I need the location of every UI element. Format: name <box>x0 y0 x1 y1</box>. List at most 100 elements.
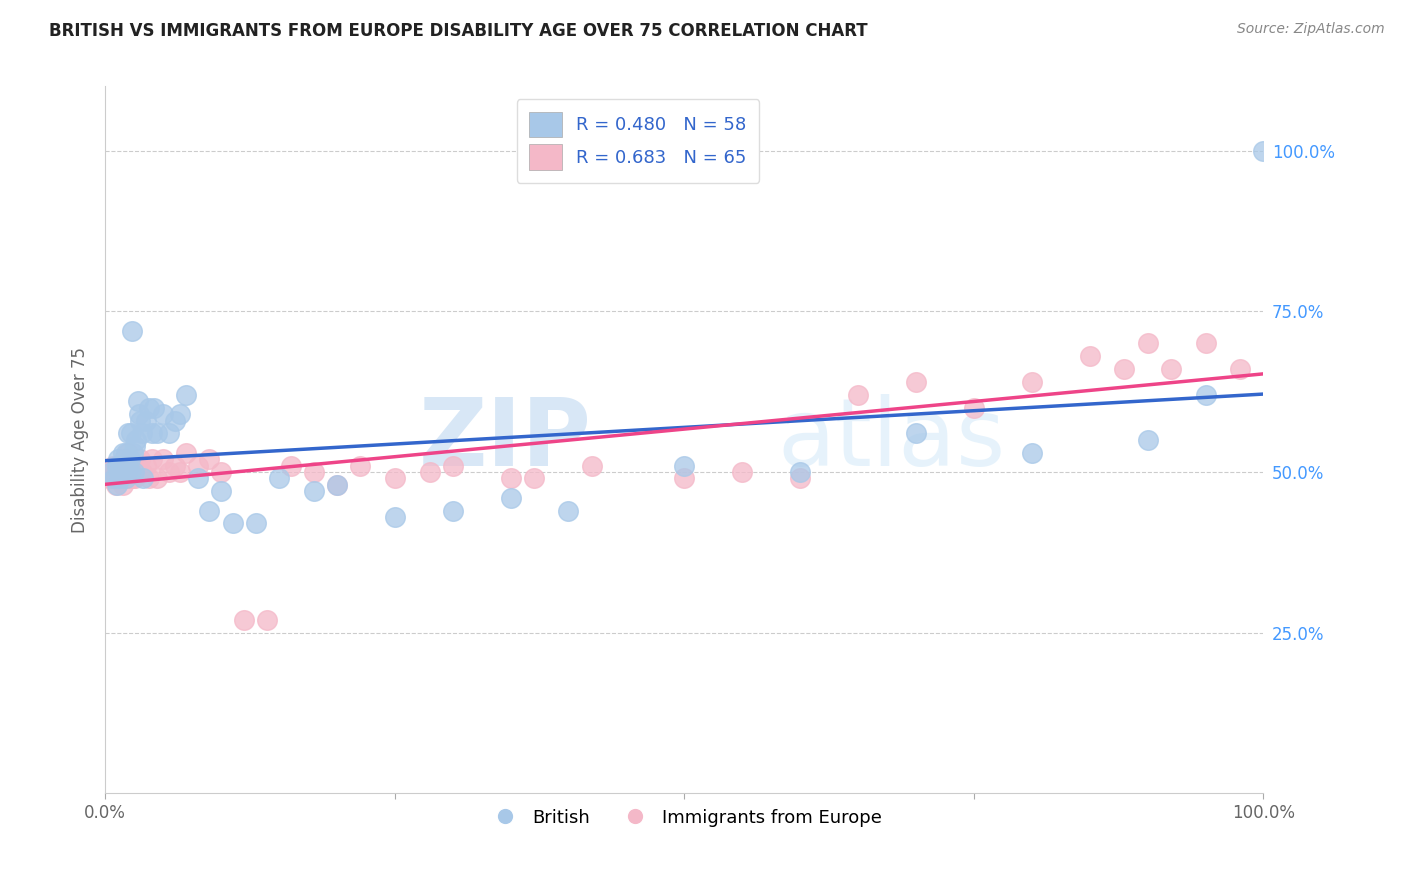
Point <box>146 426 169 441</box>
Point <box>963 401 986 415</box>
Point <box>138 471 160 485</box>
Point <box>105 465 128 479</box>
Point <box>124 471 146 485</box>
Point <box>1253 144 1275 158</box>
Point <box>124 439 146 453</box>
Point <box>169 465 191 479</box>
Point <box>138 401 160 415</box>
Point <box>1160 362 1182 376</box>
Point <box>127 394 149 409</box>
Point <box>115 471 138 485</box>
Point <box>103 471 125 485</box>
Point <box>1021 375 1043 389</box>
Point <box>115 458 138 473</box>
Point <box>110 458 132 473</box>
Point <box>121 324 143 338</box>
Point <box>267 471 290 485</box>
Point <box>128 407 150 421</box>
Point <box>174 388 197 402</box>
Point <box>209 465 232 479</box>
Point <box>110 458 132 473</box>
Point <box>131 465 153 479</box>
Point <box>1136 336 1159 351</box>
Point <box>904 426 927 441</box>
Point <box>280 458 302 473</box>
Point <box>187 471 209 485</box>
Point <box>120 465 142 479</box>
Point <box>135 458 157 473</box>
Point <box>349 458 371 473</box>
Point <box>125 433 148 447</box>
Point <box>326 478 349 492</box>
Point <box>499 471 522 485</box>
Point <box>141 452 163 467</box>
Point <box>127 458 149 473</box>
Point <box>105 458 128 473</box>
Point <box>441 503 464 517</box>
Point <box>581 458 603 473</box>
Point <box>107 452 129 467</box>
Text: BRITISH VS IMMIGRANTS FROM EUROPE DISABILITY AGE OVER 75 CORRELATION CHART: BRITISH VS IMMIGRANTS FROM EUROPE DISABI… <box>49 22 868 40</box>
Point <box>1136 433 1159 447</box>
Point <box>1229 362 1251 376</box>
Point <box>129 452 152 467</box>
Point <box>157 426 180 441</box>
Point <box>141 426 163 441</box>
Point <box>120 465 142 479</box>
Point <box>100 465 122 479</box>
Point <box>789 465 811 479</box>
Point <box>673 458 696 473</box>
Point <box>163 413 186 427</box>
Point <box>384 471 406 485</box>
Point <box>187 458 209 473</box>
Point <box>163 458 186 473</box>
Point <box>131 426 153 441</box>
Point <box>233 613 256 627</box>
Legend: British, Immigrants from Europe: British, Immigrants from Europe <box>479 801 889 834</box>
Point <box>523 471 546 485</box>
Point <box>117 458 139 473</box>
Point <box>152 407 174 421</box>
Point <box>1194 388 1216 402</box>
Point <box>108 465 131 479</box>
Point <box>120 426 142 441</box>
Point <box>122 446 145 460</box>
Point <box>111 465 134 479</box>
Point <box>107 458 129 473</box>
Point <box>174 446 197 460</box>
Point <box>157 465 180 479</box>
Point <box>245 516 267 531</box>
Point <box>198 503 221 517</box>
Point <box>1078 349 1101 363</box>
Point <box>441 458 464 473</box>
Point <box>418 465 440 479</box>
Text: ZIP: ZIP <box>419 394 592 486</box>
Point <box>209 484 232 499</box>
Point <box>557 503 579 517</box>
Point <box>117 426 139 441</box>
Point <box>135 413 157 427</box>
Point <box>100 465 122 479</box>
Point <box>384 510 406 524</box>
Point <box>256 613 278 627</box>
Point <box>1021 446 1043 460</box>
Point <box>1114 362 1136 376</box>
Text: atlas: atlas <box>778 394 1005 486</box>
Point <box>326 478 349 492</box>
Point <box>146 471 169 485</box>
Point <box>112 452 135 467</box>
Point <box>115 465 138 479</box>
Point <box>198 452 221 467</box>
Point <box>103 458 125 473</box>
Text: Source: ZipAtlas.com: Source: ZipAtlas.com <box>1237 22 1385 37</box>
Point <box>115 471 138 485</box>
Point <box>97 471 120 485</box>
Point <box>111 446 134 460</box>
Point <box>117 446 139 460</box>
Point <box>122 471 145 485</box>
Point <box>110 465 132 479</box>
Point <box>731 465 754 479</box>
Point <box>121 458 143 473</box>
Point <box>152 452 174 467</box>
Point <box>122 458 145 473</box>
